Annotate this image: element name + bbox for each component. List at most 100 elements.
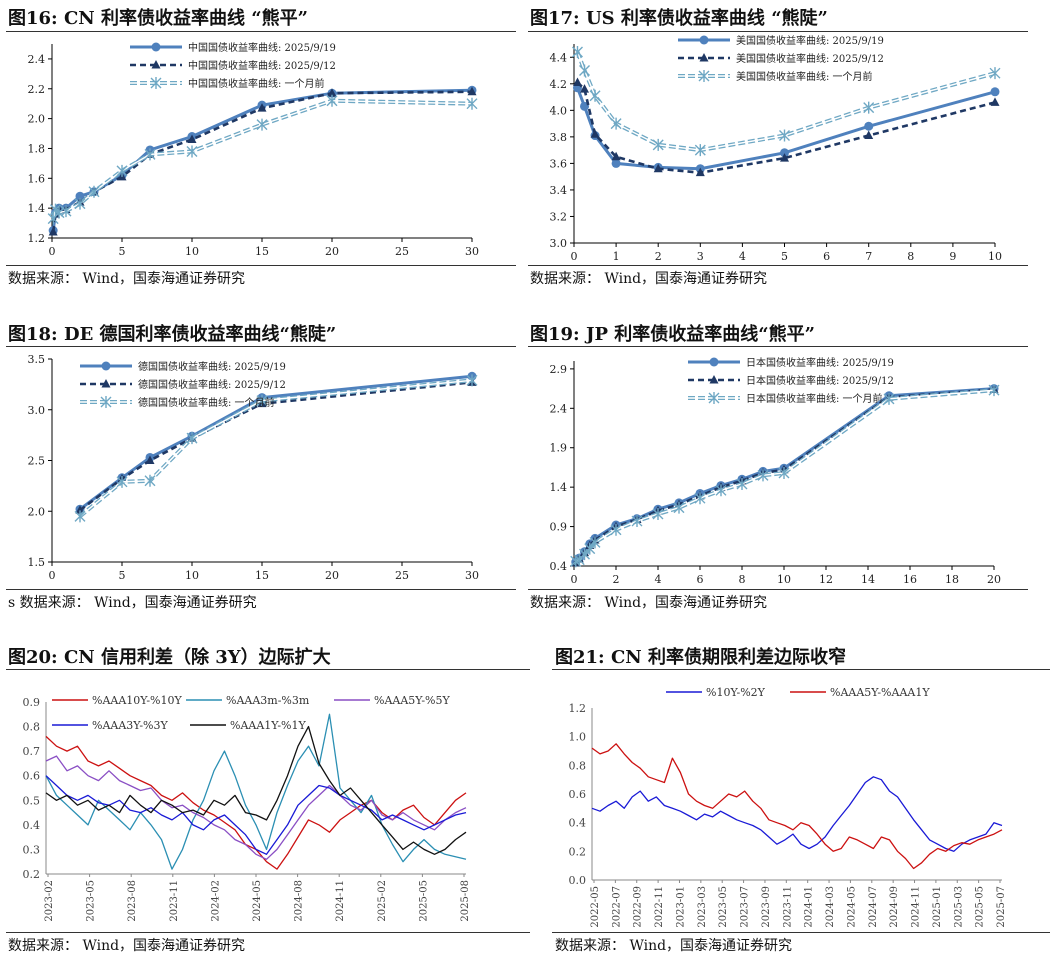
fig20-y-tick-label: 0.4 [23, 819, 41, 832]
fig17-x-tick-label: 10 [988, 250, 1002, 263]
fig20-x-tick-label: 2024-05 [252, 880, 263, 922]
fig19-series-2-point [652, 507, 664, 520]
fig20-x-tick-label: 2023-05 [86, 880, 97, 922]
fig21-x-tick-label: 2023-07 [740, 886, 751, 928]
fig21-x-tick-label: 2024-09 [889, 886, 900, 928]
fig16-series-2-point [88, 185, 100, 198]
fig18-y-tick-label: 3.0 [28, 404, 46, 417]
fig18-legend-label-0: 德国国债收益率曲线: 2025/9/19 [138, 360, 286, 373]
fig19-series-2-point [610, 523, 622, 536]
fig20-x-tick-label: 2025-05 [418, 880, 429, 922]
fig20-y-tick-label: 0.8 [23, 721, 41, 734]
fig19-y-tick-label: 2.4 [550, 402, 568, 415]
fig18-series-1-line [79, 381, 473, 512]
fig17-series-2-point [989, 67, 1001, 80]
fig20-series-3-line [45, 775, 467, 855]
fig18-series-0-line [79, 374, 473, 511]
fig21-x-tick-label: 2024-03 [825, 886, 836, 928]
fig16-y-tick-label: 1.8 [28, 142, 46, 155]
fig17-legend-marker-2 [698, 70, 710, 82]
fig16-x-tick-label: 0 [49, 245, 56, 258]
fig16-x-tick-label: 15 [255, 245, 269, 258]
fig19-source: 数据来源： Wind，国泰海通证券研究 [530, 595, 768, 611]
fig21-legend-label-0: %10Y-%2Y [706, 686, 766, 699]
fig19-x-tick-label: 10 [777, 573, 791, 586]
fig21-legend-label-1: %AAA5Y-%AAA1Y [830, 686, 930, 699]
fig16-series-2-point [53, 206, 65, 219]
fig17-series-2-point [694, 144, 706, 157]
fig17-bottom-rule [528, 265, 1028, 266]
fig16-chart: 1.2 1.4 1.6 1.8 2.0 2.2 2.4 0 5 10 15 20 25 30 中国国债收益率… [28, 41, 480, 258]
fig18-series-1-point [145, 455, 155, 464]
fig19-title: 图19: JP 利率债收益率曲线“熊平” [530, 324, 815, 345]
fig18-x-tick-label: 10 [185, 569, 199, 582]
fig20-legend-label-1: %AAA3m-%3m [226, 694, 310, 707]
fig17-x-tick-label: 4 [739, 250, 746, 263]
fig17-series-2-point [779, 129, 790, 142]
fig16-legend-marker-2 [150, 77, 162, 89]
fig19-title-rule [528, 346, 1028, 347]
fig17-series-2-line [575, 51, 996, 153]
fig20-y-tick-label: 0.3 [23, 843, 41, 856]
fig16-y-tick-label: 2.4 [28, 53, 46, 66]
fig18-series-2-line [78, 378, 473, 518]
fig18-y-tick-label: 1.5 [28, 556, 46, 569]
fig21-series-1-line [591, 743, 1003, 870]
fig17-y-tick-label: 3.8 [550, 131, 568, 144]
fig17-source: 数据来源： Wind，国泰海通证券研究 [530, 271, 768, 287]
fig16-legend-label-0: 中国国债收益率曲线: 2025/9/19 [188, 41, 336, 54]
fig16-series-1-point [257, 103, 267, 112]
fig21-x-tick-label: 2024-11 [911, 886, 922, 928]
fig17-series-1-point [611, 151, 621, 161]
fig18-x-tick-label: 20 [325, 569, 339, 582]
fig21-x-tick-label: 2024-05 [846, 886, 857, 928]
fig20-series-4-line [45, 725, 467, 855]
fig18-x-tick-label: 5 [119, 569, 126, 582]
fig20-title-rule [6, 669, 530, 670]
fig21-x-tick-label: 2024-01 [804, 886, 815, 928]
fig19-x-tick-label: 8 [739, 573, 746, 586]
fig16-x-tick-label: 5 [119, 245, 126, 258]
fig16-series-2-point [256, 118, 268, 131]
fig21-x-tick-label: 2023-09 [761, 886, 772, 928]
fig16-series-1-point [327, 88, 337, 97]
fig18-series-2-point [144, 474, 156, 487]
fig16-y-tick-label: 1.2 [28, 232, 46, 245]
fig16-series-2-point [466, 97, 478, 110]
fig17-series-1-point [653, 163, 663, 173]
fig19-series-2-point [883, 392, 895, 405]
fig21-series-0-line [591, 776, 1003, 852]
fig18-legend-marker-0 [101, 361, 111, 371]
fig21-x-tick-label: 2023-01 [675, 886, 686, 928]
fig20-y-tick-label: 0.2 [23, 868, 41, 881]
fig21-x-tick-label: 2023-05 [718, 886, 729, 928]
fig16-series-1-point [467, 86, 477, 96]
fig16-x-tick-label: 20 [325, 245, 339, 258]
fig20-x-tick-label: 2024-02 [210, 880, 221, 922]
fig16-legend-marker-1 [151, 60, 161, 69]
fig19-x-tick-label: 2 [613, 573, 620, 586]
fig18-x-tick-label: 15 [255, 569, 269, 582]
fig16-series-2-point [326, 94, 338, 107]
fig17-series-1-point [695, 167, 705, 177]
fig17-series-1-point [780, 153, 789, 162]
fig20-y-tick-label: 0.5 [23, 794, 41, 807]
fig21-x-tick-label: 2023-03 [697, 886, 708, 928]
fig19-legend-label-0: 日本国债收益率曲线: 2025/9/19 [746, 356, 894, 369]
fig19-series-2-point [778, 466, 790, 479]
fig17-y-tick-label: 4.4 [550, 51, 568, 64]
fig17-series-1-point [590, 129, 600, 138]
fig20-x-tick-label: 2024-11 [335, 880, 346, 922]
fig19-legend-label-2: 日本国债收益率曲线: 一个月前 [746, 392, 883, 405]
fig17-legend-marker-1 [699, 53, 709, 62]
fig19-series-2-point [584, 542, 596, 555]
fig16-x-tick-label: 25 [395, 245, 409, 258]
fig21-y-tick-label: 1.2 [569, 702, 587, 715]
fig19-x-tick-label: 12 [819, 573, 833, 586]
fig17-series-1-point [864, 130, 874, 140]
fig18-series-2-point [116, 475, 128, 488]
fig16-series-2-line [51, 98, 473, 220]
fig18-y-tick-label: 2.0 [28, 505, 46, 518]
fig19-series-2-point [988, 384, 1000, 397]
fig21-y-tick-label: 0.0 [569, 874, 587, 887]
